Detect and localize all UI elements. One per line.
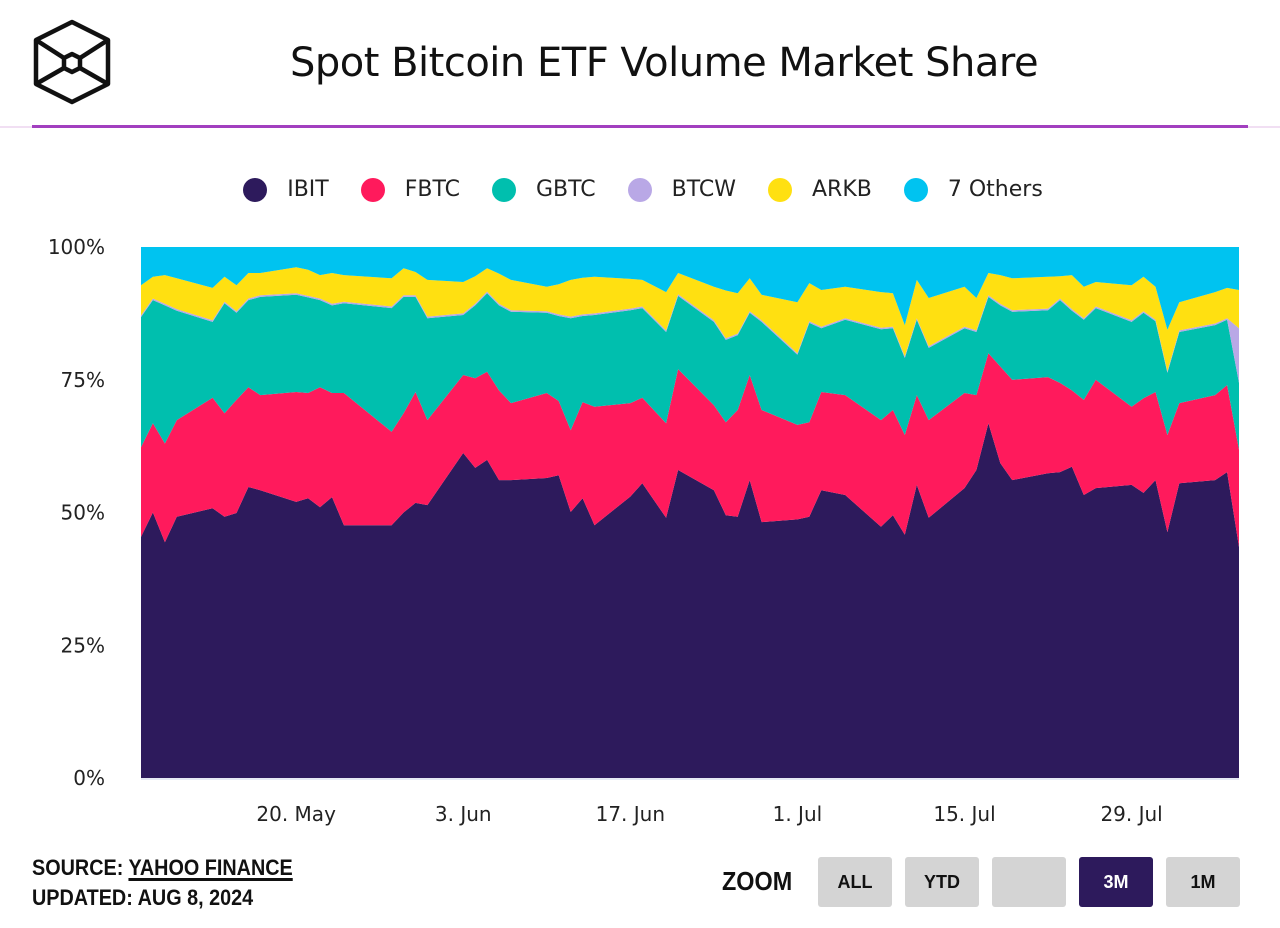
x-tick-label: 20. May — [256, 802, 336, 826]
legend-item-gbtc[interactable]: GBTC — [491, 177, 596, 202]
source-block: SOURCE: YAHOO FINANCE UPDATED: AUG 8, 20… — [32, 853, 293, 913]
updated-text: UPDATED: AUG 8, 2024 — [32, 885, 254, 910]
x-tick-label: 15. Jul — [933, 802, 995, 826]
legend-label: BTCW — [671, 177, 736, 202]
zoom-1m-button[interactable]: 1M — [1166, 857, 1240, 907]
zoom-ytd-button[interactable]: YTD — [905, 857, 979, 907]
source-label: SOURCE: — [32, 855, 124, 880]
legend-label: 7 Others — [947, 177, 1043, 202]
legend-label: ARKB — [812, 177, 872, 202]
legend-marker-icon — [627, 177, 652, 202]
y-tick-label: 25% — [61, 633, 105, 657]
chart-title: Spot Bitcoin ETF Volume Market Share — [289, 40, 1039, 86]
zoom-all-button[interactable]: ALL — [818, 857, 892, 907]
legend-marker-icon — [491, 177, 516, 202]
legend-label: GBTC — [535, 177, 596, 202]
y-tick-label: 100% — [48, 235, 105, 259]
zoom-label: ZOOM — [722, 866, 793, 896]
x-tick-label: 1. Jul — [773, 802, 823, 826]
legend-label: FBTC — [404, 177, 460, 202]
zoom-3m-button[interactable]: 3M — [1079, 857, 1153, 907]
logo-cube-icon — [33, 19, 111, 105]
legend-marker-icon — [903, 177, 928, 202]
x-tick-label: 17. Jun — [596, 802, 665, 826]
legend: IBIT FBTC GBTC BTCW ARKB 7 Others — [0, 177, 1280, 202]
area-series-fbtc[interactable] — [141, 353, 1239, 547]
area-series-ibit[interactable] — [141, 423, 1239, 778]
y-tick-label: 0% — [73, 766, 105, 790]
legend-marker-icon — [243, 177, 268, 202]
area-series-7-others[interactable] — [141, 247, 1239, 330]
legend-label: IBIT — [287, 177, 329, 202]
legend-item-ibit[interactable]: IBIT — [243, 177, 329, 202]
x-tick-label: 3. Jun — [435, 802, 492, 826]
legend-marker-icon — [768, 177, 792, 202]
x-tick-label: 29. Jul — [1100, 802, 1162, 826]
source-link[interactable]: YAHOO FINANCE — [128, 855, 293, 880]
legend-marker-icon — [360, 177, 385, 202]
area-series-gbtc[interactable] — [141, 293, 1239, 450]
y-tick-label: 50% — [61, 501, 105, 525]
legend-item-7-others[interactable]: 7 Others — [903, 177, 1043, 202]
y-tick-label: 75% — [61, 368, 105, 392]
legend-item-fbtc[interactable]: FBTC — [360, 177, 460, 202]
legend-item-btcw[interactable]: BTCW — [627, 177, 736, 202]
header-divider — [32, 125, 1248, 128]
area-series-arkb[interactable] — [141, 267, 1239, 372]
zoom-blank-button[interactable] — [992, 857, 1066, 907]
legend-item-arkb[interactable]: ARKB — [768, 177, 872, 202]
